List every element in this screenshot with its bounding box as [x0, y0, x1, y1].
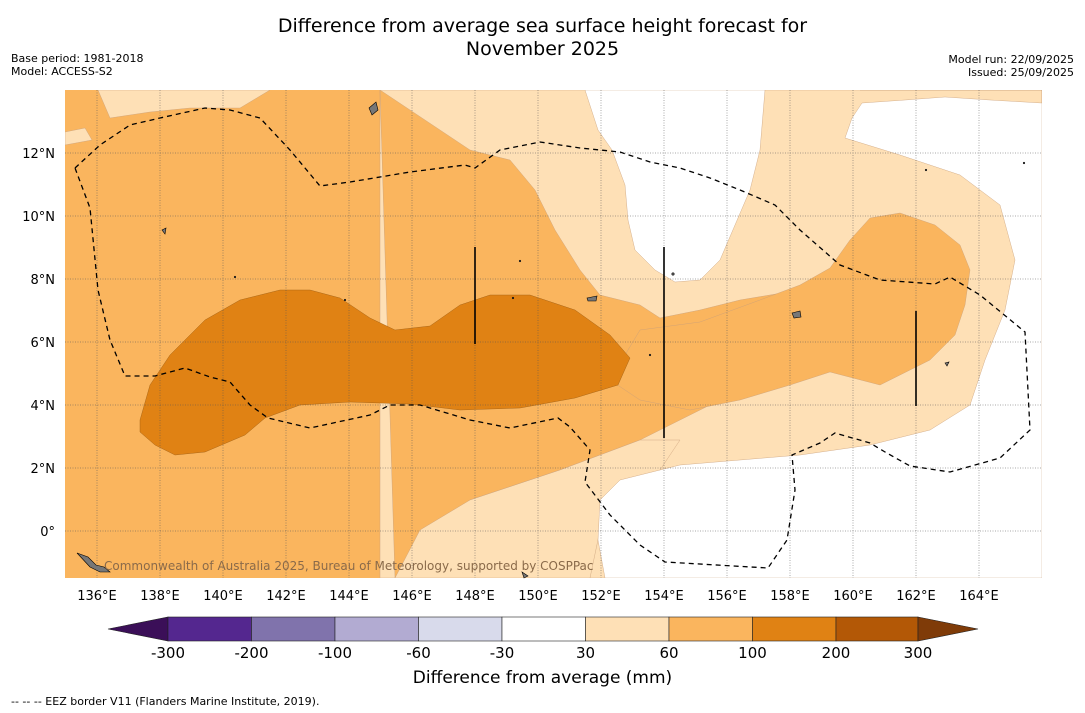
reference-lines: [474, 247, 917, 438]
issued-date: Issued: 25/09/2025: [967, 66, 1074, 79]
colorbar-label: -200: [234, 644, 268, 662]
island-landmass: [368, 101, 379, 116]
colorbar-swatch-300-200: [167, 616, 252, 642]
colorbar: [107, 616, 979, 642]
colorbar-label: 300: [904, 644, 933, 662]
x-tick-label: 150°E: [518, 589, 558, 604]
colorbar-swatch-100-60: [334, 616, 419, 642]
y-tick-label: 6°N: [31, 336, 56, 351]
colorbar-swatch-60-100: [668, 616, 753, 642]
x-tick-label: 148°E: [455, 589, 495, 604]
colorbar-label: 60: [659, 644, 678, 662]
colorbar-swatch-30-30: [501, 616, 586, 642]
colorbar-label: 100: [738, 644, 767, 662]
colorbar-extend-low: [107, 616, 169, 642]
y-tick-label: 0°: [40, 525, 55, 540]
island-landmass: [161, 227, 167, 235]
base-period: Base period: 1981-2018: [11, 52, 144, 65]
island-dot: [518, 259, 522, 263]
island-dot: [671, 272, 675, 276]
colorbar-label: -300: [151, 644, 185, 662]
model-info: Base period: 1981-2018 Model: ACCESS-S2: [11, 52, 143, 78]
x-tick-label: 138°E: [140, 589, 180, 604]
x-tick-label: 140°E: [203, 589, 243, 604]
x-tick-label: 142°E: [266, 589, 306, 604]
island-landmass: [791, 310, 802, 319]
y-tick-label: 4°N: [31, 399, 56, 414]
contour-30-60-northwest: [97, 90, 271, 119]
copyright-notice: Commonwealth of Australia 2025, Bureau o…: [104, 559, 594, 573]
model-name: Model: ACCESS-S2: [11, 65, 113, 78]
island-dot: [1022, 161, 1026, 165]
island-dot: [648, 353, 652, 357]
map-plot-area: [65, 90, 1042, 578]
colorbar-swatch-30-60: [585, 616, 670, 642]
colorbar-swatch-200-100: [251, 616, 336, 642]
y-tick-label: 10°N: [22, 210, 55, 225]
contour-white-north: [584, 90, 766, 283]
x-tick-label: 152°E: [581, 589, 621, 604]
x-tick-label: 144°E: [329, 589, 369, 604]
eez-border-path: [74, 107, 1031, 569]
colorbar-swatch-200-300: [835, 616, 919, 642]
y-tick-label: 2°N: [31, 462, 56, 477]
x-tick-label: 160°E: [833, 589, 873, 604]
title-line-1: Difference from average sea surface heig…: [277, 15, 808, 37]
run-info: Model run: 22/09/2025 Issued: 25/09/2025: [948, 53, 1074, 79]
contour-30-60-west: [65, 127, 93, 146]
island-landmass: [76, 552, 111, 573]
eez-footnote: -- -- -- EEZ border V11 (Flanders Marine…: [11, 695, 320, 708]
x-tick-label: 156°E: [707, 589, 747, 604]
colorbar-label: -60: [406, 644, 431, 662]
island-dot: [233, 275, 237, 279]
contour-white-northeast: [597, 90, 1042, 578]
colorbar-label: 30: [576, 644, 595, 662]
island-landmass: [944, 361, 950, 367]
colorbar-labels: -300 -200 -100 -60 -30 30 60 100 200 300: [151, 644, 932, 662]
colorbar-swatch-100-200: [752, 616, 837, 642]
x-tick-label: 164°E: [959, 589, 999, 604]
colorbar-label: -30: [490, 644, 515, 662]
y-tick-label: 8°N: [31, 273, 56, 288]
colorbar-swatch-60-30: [418, 616, 503, 642]
x-tick-label: 146°E: [392, 589, 432, 604]
y-axis: 12°N 10°N 8°N 6°N 4°N 2°N 0°: [22, 147, 55, 540]
x-axis: 136°E 138°E 140°E 142°E 144°E 146°E 148°…: [77, 589, 999, 604]
island-landmass: [521, 571, 529, 579]
contour-30-60-south: [394, 439, 681, 578]
island-dot: [343, 298, 347, 302]
colorbar-label: 200: [822, 644, 851, 662]
island-dot: [924, 168, 928, 172]
graticule: [65, 90, 1042, 578]
x-tick-label: 162°E: [896, 589, 936, 604]
x-tick-label: 136°E: [77, 589, 117, 604]
island-dot: [511, 296, 515, 300]
eez-border: [74, 107, 1031, 569]
y-tick-label: 12°N: [22, 147, 55, 162]
colorbar-extend-high: [917, 616, 979, 642]
colorbar-title: Difference from average (mm): [412, 668, 673, 688]
island-landmass: [586, 295, 598, 302]
title-line-2: November 2025: [465, 38, 620, 60]
model-run: Model run: 22/09/2025: [948, 53, 1074, 66]
colorbar-label: -100: [318, 644, 352, 662]
x-tick-label: 158°E: [770, 589, 810, 604]
islands: [76, 101, 1026, 579]
x-tick-label: 154°E: [644, 589, 684, 604]
map-title: Difference from average sea surface heig…: [0, 15, 1085, 61]
